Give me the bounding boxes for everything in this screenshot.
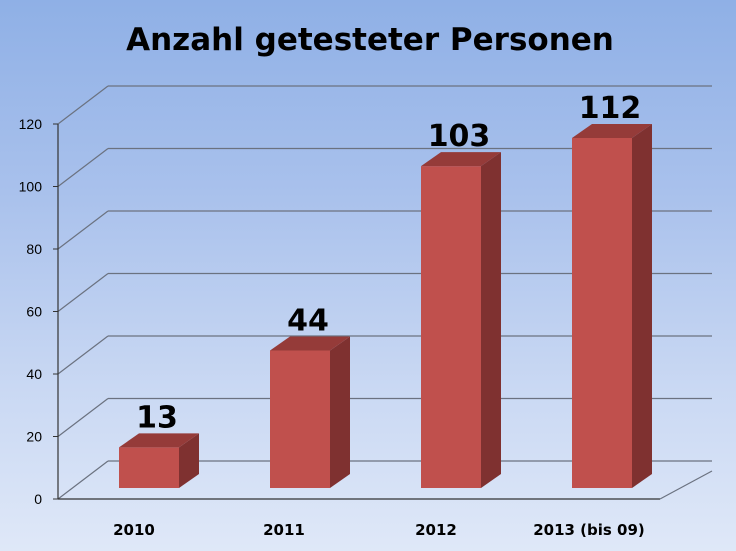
y-tick-labels: 0 20 40 60 80 100 120 bbox=[19, 116, 43, 507]
bar-front bbox=[421, 166, 481, 488]
data-label: 13 bbox=[136, 400, 178, 435]
bar-top bbox=[421, 152, 501, 167]
gridline-diagonal bbox=[57, 460, 109, 500]
bar-front bbox=[119, 447, 179, 488]
axes bbox=[53, 123, 713, 500]
gridline-diagonal bbox=[57, 335, 109, 375]
x-tick-label: 2011 bbox=[263, 521, 305, 539]
y-tick-label: 40 bbox=[26, 366, 42, 382]
data-label: 103 bbox=[428, 119, 491, 154]
bar-side bbox=[632, 124, 652, 488]
bar-front bbox=[572, 138, 632, 488]
bar bbox=[421, 152, 501, 488]
y-tick-label: 0 bbox=[34, 491, 42, 507]
bars bbox=[119, 124, 652, 488]
y-tick-label: 20 bbox=[26, 429, 42, 445]
gridline-diagonal bbox=[57, 85, 109, 125]
y-tick-label: 80 bbox=[26, 241, 42, 257]
x-tick-labels: 2010 2011 2012 2013 (bis 09) bbox=[113, 521, 645, 539]
bar-top bbox=[572, 124, 652, 138]
x-tick-label: 2012 bbox=[415, 521, 457, 539]
y-tick-label: 60 bbox=[26, 304, 42, 320]
bar-side bbox=[179, 433, 199, 488]
gridline-diagonal bbox=[57, 210, 109, 250]
data-label: 112 bbox=[579, 91, 642, 126]
floor-edge bbox=[659, 470, 713, 500]
bar-side bbox=[330, 336, 350, 488]
bar bbox=[572, 124, 652, 488]
bar-side bbox=[481, 152, 501, 488]
gridline-diagonal bbox=[57, 273, 109, 312]
data-label: 44 bbox=[287, 304, 329, 339]
gridline-diagonal bbox=[57, 148, 109, 187]
y-tick-label: 120 bbox=[19, 116, 43, 132]
bar-top bbox=[270, 336, 350, 351]
bar-top bbox=[119, 433, 199, 448]
x-tick-label: 2010 bbox=[113, 521, 155, 539]
bar bbox=[270, 336, 350, 488]
data-labels: 13 44 103 112 bbox=[136, 91, 641, 435]
bar bbox=[119, 433, 199, 488]
x-tick-label: 2013 (bis 09) bbox=[533, 521, 645, 539]
chart-title: Anzahl getesteter Personen bbox=[126, 22, 614, 58]
bar-front bbox=[270, 350, 330, 488]
y-tick-label: 100 bbox=[19, 179, 43, 195]
gridline-diagonal bbox=[57, 398, 109, 437]
